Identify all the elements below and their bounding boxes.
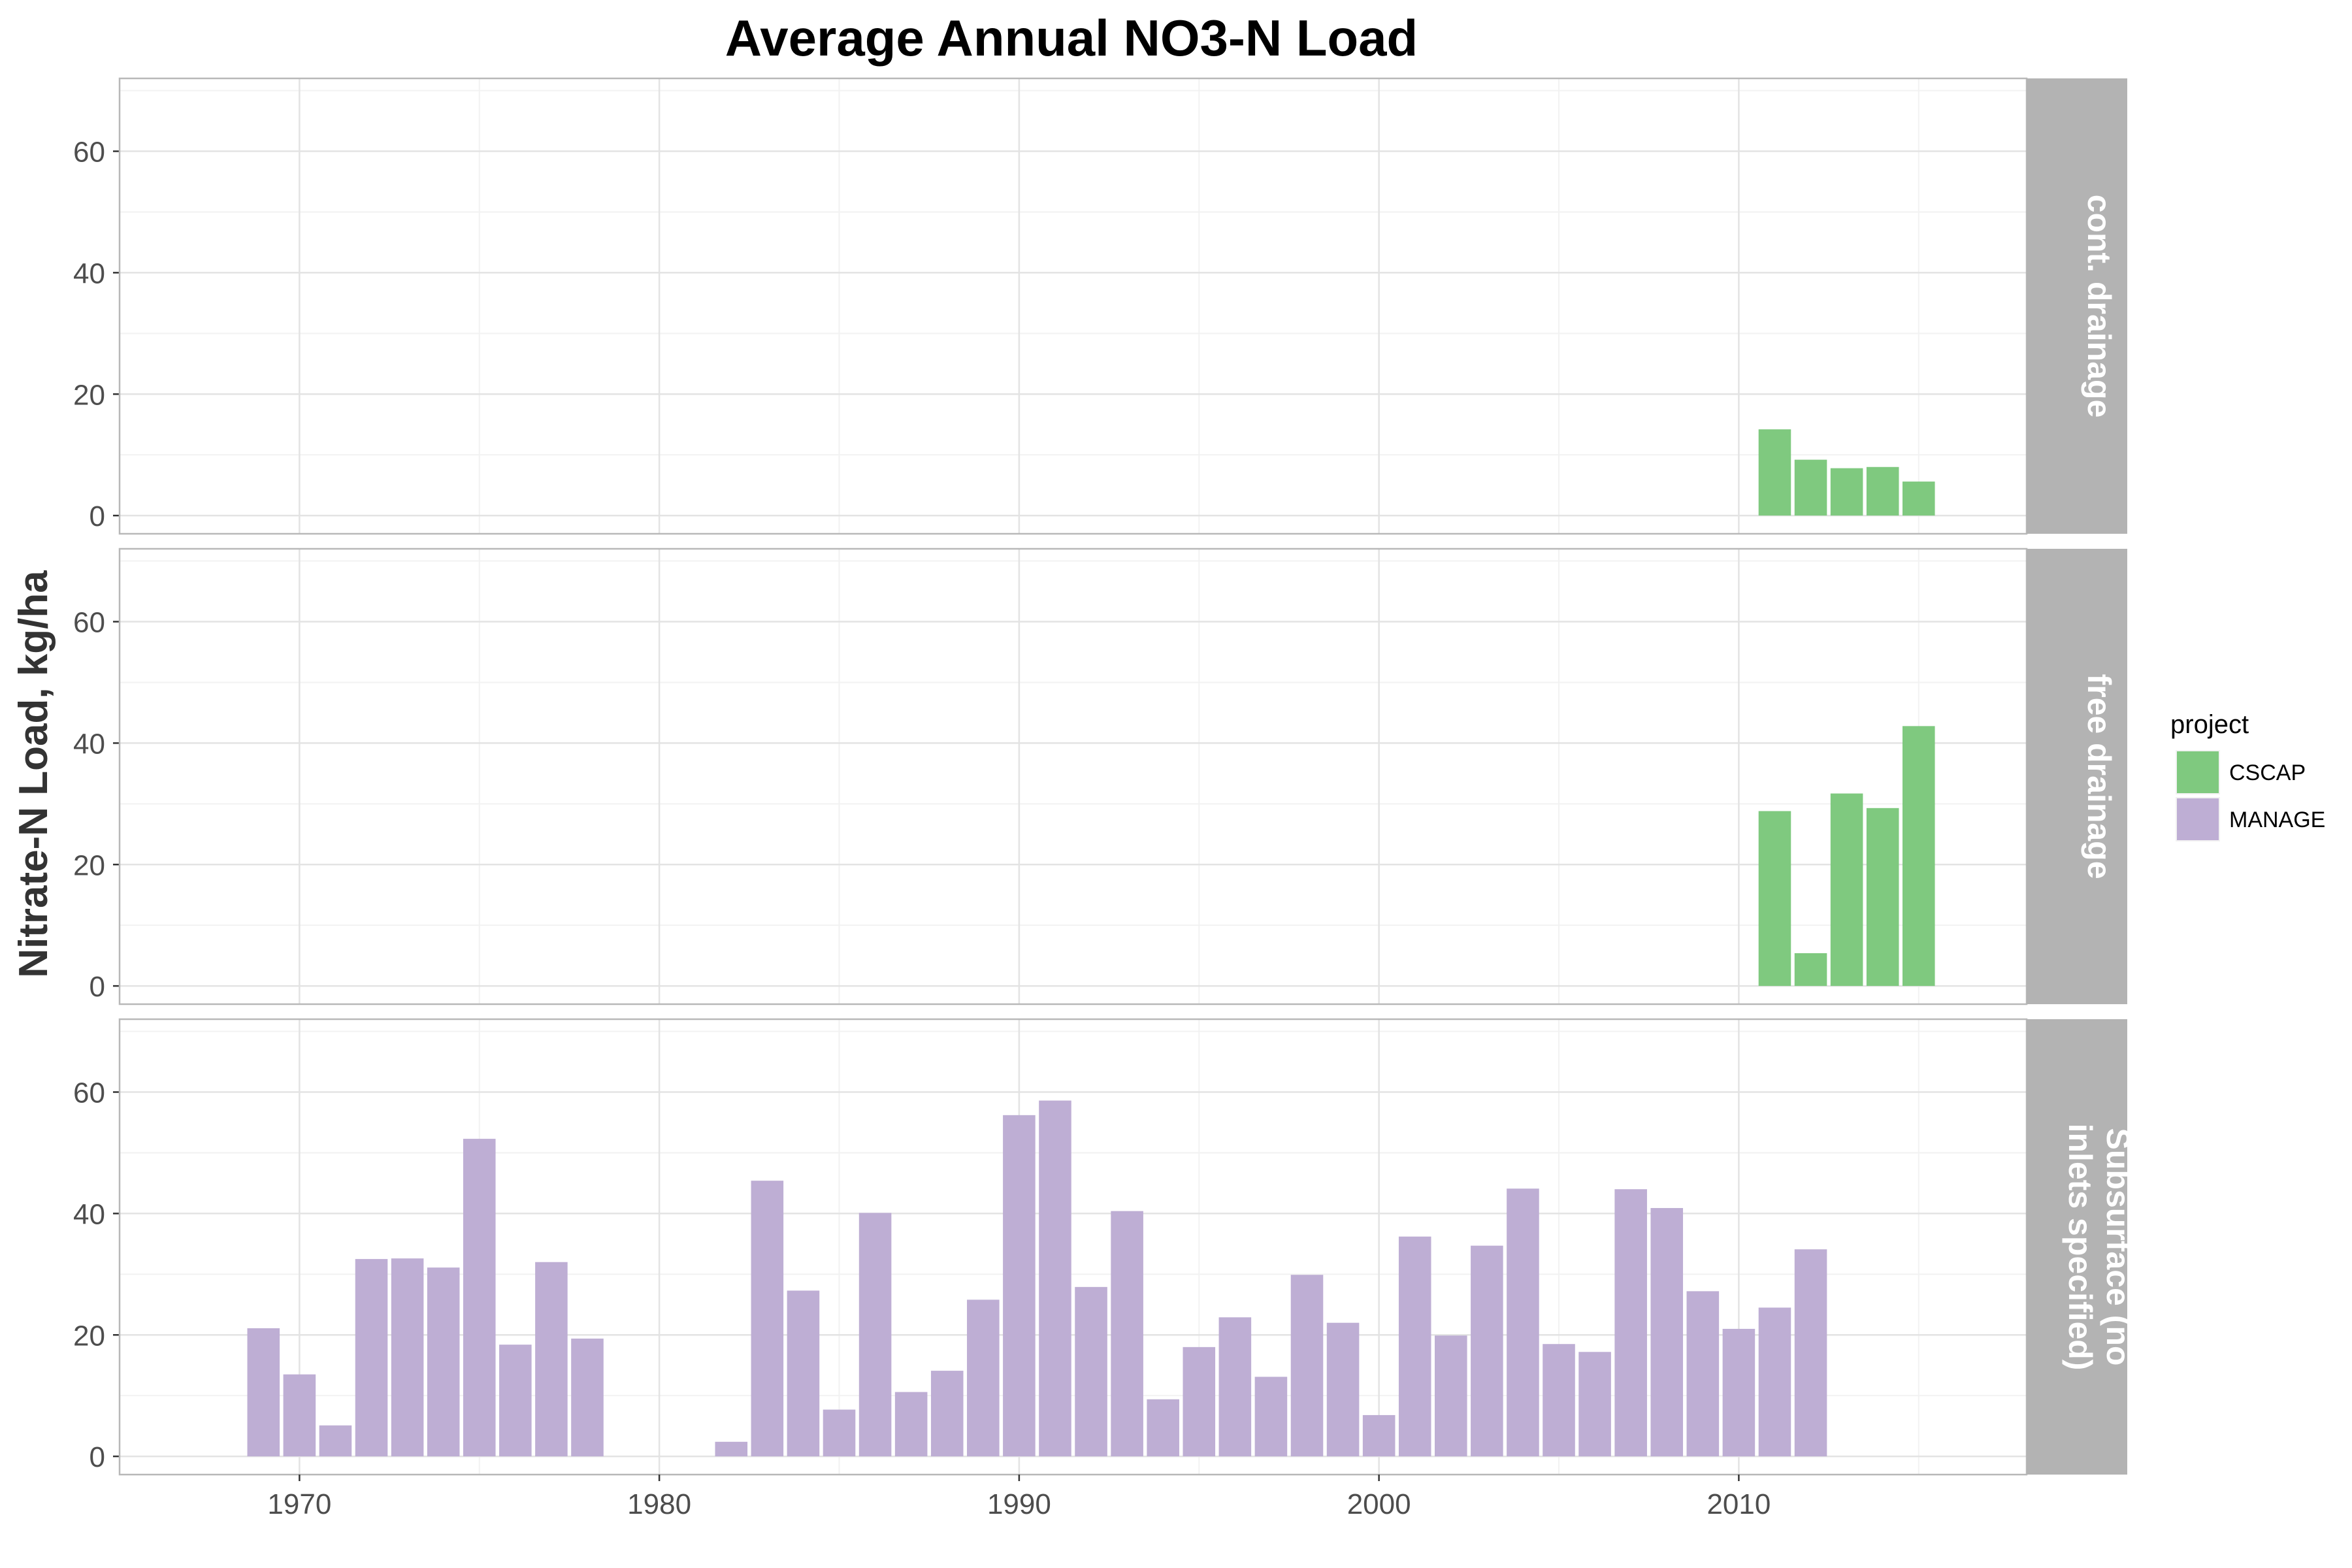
bar [1111,1211,1143,1457]
bar [1794,953,1827,987]
chart-title: Average Annual NO3-N Load [725,9,1418,67]
bar [1794,1249,1827,1457]
panel-background [120,78,2027,534]
facet-panels: 0 20 40 60 cont. drainage 0 20 40 60 free drainag… [73,77,2136,1476]
bar [1039,1100,1071,1457]
facet-strip-label: inlets specified) [2062,1124,2099,1371]
bar [1758,811,1791,987]
bar [715,1441,748,1457]
bar [1543,1344,1575,1457]
bar [1902,482,1935,516]
y-tick-label: 40 [73,728,105,760]
bar [1578,1352,1611,1457]
legend: project CSCAP MANAGE [2170,710,2325,841]
bar [1003,1115,1036,1457]
bar [1758,1307,1791,1457]
facet-strip-label: free drainage [2081,674,2117,879]
y-tick-label: 60 [73,607,105,639]
x-tick-label: 1990 [987,1488,1051,1520]
y-tick-label: 20 [73,1320,105,1352]
bar [1650,1208,1684,1457]
bar [967,1299,1000,1457]
x-axis: 1970 1980 1990 2000 2010 [267,1475,1771,1520]
bar [571,1338,604,1457]
facet-strip-label: Subsurface (no [2100,1128,2136,1366]
facet-strip-label: cont. drainage [2081,195,2117,418]
bar [1794,459,1827,516]
bar [1183,1347,1216,1457]
bar [319,1425,352,1457]
legend-title: project [2170,710,2249,739]
legend-label: CSCAP [2229,760,2306,785]
bar [1507,1188,1539,1457]
y-tick-label: 40 [73,257,105,289]
bar [1326,1322,1360,1457]
y-tick-label: 0 [90,971,105,1003]
bar [247,1328,280,1457]
legend-swatch [2177,751,2219,793]
bar [823,1409,856,1457]
bar [894,1392,928,1457]
bar [1398,1236,1431,1457]
bar [751,1181,784,1457]
bar [858,1213,892,1457]
bar [1722,1328,1756,1457]
y-tick-label: 40 [73,1198,105,1230]
bar [1758,429,1791,516]
y-axis-label: Nitrate-N Load, kg/ha [11,570,56,978]
bar [499,1345,532,1457]
y-tick-label: 20 [73,849,105,881]
facet-panel: 0 20 40 60 free drainage [73,547,2127,1005]
bar [1471,1245,1503,1457]
bar [355,1259,388,1457]
bar [1290,1275,1324,1457]
legend-label: MANAGE [2229,808,2325,832]
bar [1902,726,1935,987]
bar [1866,466,1899,516]
bar [1614,1189,1647,1457]
bar [535,1262,568,1457]
bar [1075,1286,1107,1457]
bar [1866,808,1899,987]
bar [930,1371,964,1457]
facet-strip [2027,78,2127,534]
bar [463,1139,496,1457]
x-tick-label: 2010 [1707,1488,1771,1520]
facet-strip [2027,1019,2127,1475]
y-tick-label: 60 [73,137,105,169]
x-tick-label: 2000 [1347,1488,1411,1520]
bar [1435,1335,1467,1457]
bar [1362,1414,1396,1457]
facet-strip [2027,549,2127,1004]
bar [1830,793,1863,987]
panel-background [120,549,2027,1004]
x-tick-label: 1970 [267,1488,331,1520]
legend-swatch [2177,798,2219,840]
y-tick-label: 20 [73,379,105,411]
facet-panel: 0 20 40 60 cont. drainage [73,77,2127,535]
bar [1218,1317,1252,1457]
y-tick-label: 60 [73,1077,105,1109]
bar [787,1290,820,1457]
bar [1147,1399,1179,1457]
bar [283,1374,316,1457]
bar [1254,1377,1288,1457]
bar [391,1258,424,1457]
bar [427,1267,460,1457]
bar [1686,1291,1720,1457]
bar [1830,468,1863,516]
x-tick-label: 1980 [627,1488,691,1520]
y-tick-label: 0 [90,1441,105,1473]
y-tick-label: 0 [90,500,105,532]
